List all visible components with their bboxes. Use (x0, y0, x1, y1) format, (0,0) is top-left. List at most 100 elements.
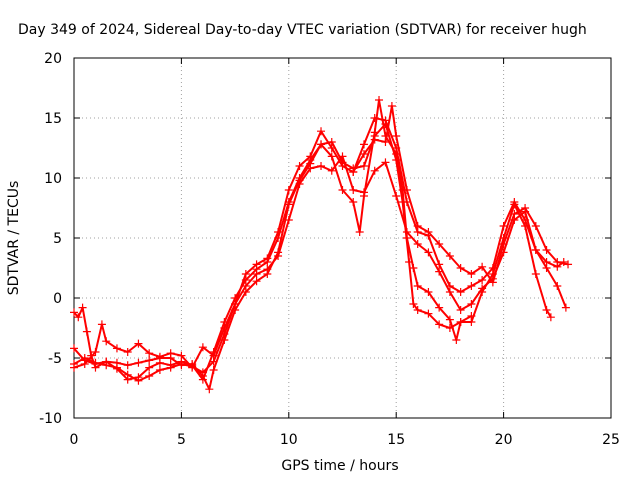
data-point (205, 385, 214, 394)
y-tick-label: 5 (53, 231, 62, 247)
data-point (424, 248, 433, 257)
x-tick-label: 10 (280, 432, 298, 448)
data-point (327, 144, 336, 152)
data-point (370, 114, 379, 122)
series-line (352, 105, 569, 284)
data-point (510, 198, 519, 206)
data-point (220, 324, 229, 332)
data-point (424, 288, 433, 296)
data-point (198, 343, 207, 352)
data-point (392, 192, 401, 200)
tick-layer: 0 5 10 15 20 25 -10 -5 0 5 10 15 20 (39, 51, 620, 448)
data-point (402, 234, 411, 242)
grid-layer (74, 58, 611, 418)
data-point (349, 186, 358, 194)
data-point (338, 162, 347, 170)
data-point (123, 361, 132, 370)
data-point (123, 375, 132, 384)
data-point (553, 258, 562, 266)
data-point (478, 288, 487, 296)
data-point (370, 128, 379, 137)
data-point (263, 270, 272, 278)
data-point (488, 278, 497, 287)
x-tick-label: 5 (177, 432, 186, 448)
data-point (78, 303, 87, 312)
data-point (488, 264, 497, 272)
data-point (381, 138, 390, 146)
data-point (145, 372, 154, 380)
data-point (198, 375, 207, 384)
data-point (359, 192, 368, 200)
data-point (112, 364, 121, 373)
data-point (542, 264, 551, 272)
data-point (521, 216, 530, 224)
data-point (70, 344, 78, 353)
data-point (387, 102, 396, 110)
x-tick-label: 15 (387, 432, 405, 448)
data-point (413, 222, 422, 230)
data-point (424, 309, 433, 318)
data-point (112, 344, 121, 353)
data-point (274, 248, 283, 257)
data-point (359, 140, 368, 149)
data-point (424, 228, 433, 236)
data-point (370, 135, 379, 144)
data-point (317, 127, 326, 136)
data-point (317, 140, 326, 149)
series-5 (349, 102, 573, 287)
x-axis-label: GPS time / hours (281, 458, 398, 474)
data-point (456, 306, 465, 314)
chart-title: Day 349 of 2024, Sidereal Day-to-day VTE… (18, 22, 587, 38)
data-point (467, 282, 476, 290)
data-point (231, 300, 240, 308)
data-point (349, 198, 358, 206)
data-point (252, 277, 261, 286)
data-point (295, 174, 304, 182)
series-line (73, 99, 552, 381)
data-point (102, 357, 111, 366)
data-point (177, 351, 186, 360)
data-point (134, 373, 143, 382)
data-point (241, 288, 250, 296)
data-point (102, 337, 111, 346)
data-point (499, 240, 508, 248)
data-point (306, 152, 315, 161)
y-tick-label: 20 (44, 51, 62, 67)
data-point (531, 270, 540, 278)
data-point (155, 366, 164, 374)
data-point (564, 260, 573, 269)
data-point (499, 222, 508, 230)
data-point (80, 360, 89, 368)
data-point (409, 264, 418, 272)
data-point (392, 132, 401, 140)
data-point (546, 313, 555, 322)
data-point (155, 352, 164, 361)
data-point (467, 300, 476, 308)
data-point (413, 282, 422, 290)
series-4 (70, 114, 570, 372)
data-point (274, 228, 283, 236)
data-point (349, 168, 358, 176)
data-point (478, 276, 487, 284)
data-point (97, 320, 106, 329)
y-tick-label: 15 (44, 111, 62, 127)
data-point (145, 356, 154, 365)
data-point (561, 303, 570, 312)
data-point (381, 116, 390, 125)
data-point (74, 313, 83, 322)
data-point (467, 270, 476, 278)
data-point (413, 306, 422, 314)
data-point (263, 254, 272, 263)
data-point (467, 318, 476, 326)
series-3 (70, 96, 555, 384)
data-point (478, 262, 487, 271)
data-point (435, 303, 444, 312)
data-point (145, 363, 154, 372)
data-point (252, 260, 261, 269)
data-point (435, 240, 444, 248)
data-point (209, 351, 218, 360)
data-point (295, 162, 304, 170)
series-layer (70, 96, 573, 394)
data-point (409, 300, 418, 308)
x-tick-label: 25 (602, 432, 620, 448)
